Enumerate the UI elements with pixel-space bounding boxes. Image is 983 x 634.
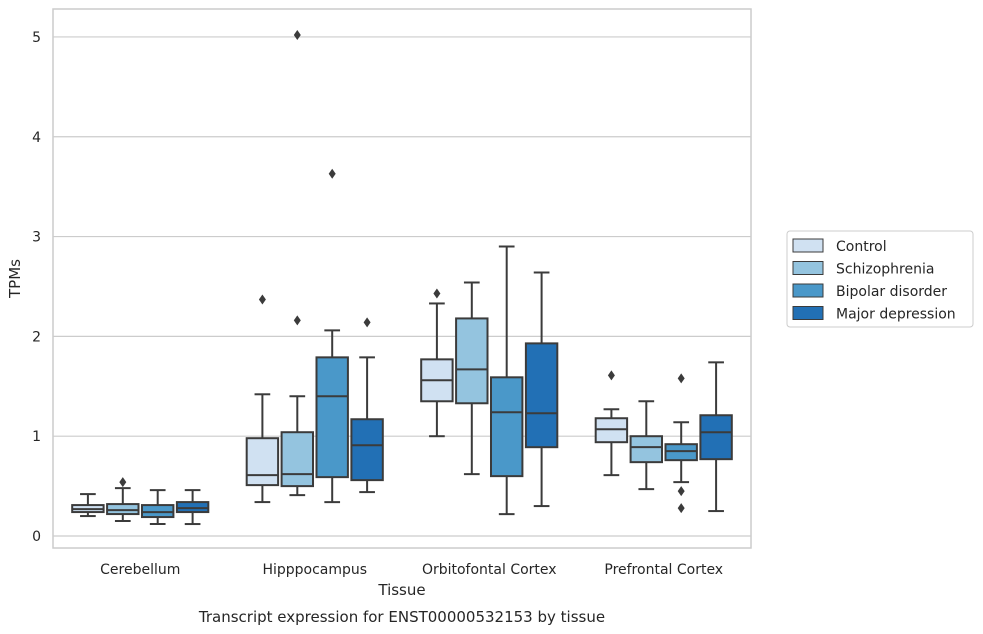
legend-swatch bbox=[792, 283, 824, 298]
box bbox=[280, 29, 315, 497]
y-tick-label: 4 bbox=[32, 130, 41, 146]
gridlines bbox=[53, 36, 751, 537]
outlier-point bbox=[677, 486, 685, 497]
x-tick-label: Hipppocampus bbox=[262, 562, 367, 578]
y-tick-label: 3 bbox=[32, 230, 41, 246]
y-axis-ticks: 0 1 2 3 4 5 bbox=[32, 30, 41, 545]
legend-swatch bbox=[792, 261, 824, 275]
outlier-point bbox=[293, 29, 301, 40]
box bbox=[315, 168, 349, 504]
x-tick-label: Cerebellum bbox=[100, 562, 180, 578]
box-body bbox=[699, 414, 733, 461]
outlier-point bbox=[607, 370, 615, 381]
y-axis-label: TPMs bbox=[6, 259, 24, 299]
outlier-point bbox=[119, 477, 127, 488]
legend-swatch bbox=[792, 306, 824, 320]
box bbox=[175, 489, 210, 526]
outlier-point bbox=[328, 168, 336, 179]
box bbox=[629, 400, 664, 491]
outlier-point bbox=[293, 315, 301, 326]
x-tick-label: Prefrontal Cortex bbox=[604, 562, 723, 578]
legend-label: Major depression bbox=[836, 307, 956, 323]
box bbox=[71, 493, 105, 518]
box bbox=[245, 294, 280, 504]
y-tick-label: 2 bbox=[32, 329, 41, 345]
chart-caption: Transcript expression for ENST0000053215… bbox=[198, 608, 605, 626]
box-body bbox=[280, 431, 315, 488]
x-axis-ticks: Cerebellum Hipppocampus Orbitofontal Corte… bbox=[100, 562, 723, 578]
box bbox=[594, 370, 629, 477]
outlier-point bbox=[677, 373, 685, 384]
legend-box bbox=[786, 230, 974, 328]
x-axis-label: Tissue bbox=[377, 581, 425, 599]
box-body bbox=[524, 342, 559, 449]
legend-label: Bipolar disorder bbox=[836, 284, 947, 300]
outlier-point bbox=[677, 503, 685, 514]
outlier-point bbox=[433, 288, 441, 299]
box bbox=[420, 288, 454, 438]
box-series bbox=[71, 29, 733, 526]
box bbox=[350, 317, 384, 494]
legend-label: Schizophrenia bbox=[836, 262, 934, 278]
box bbox=[699, 361, 733, 513]
plot-frame bbox=[52, 8, 752, 549]
box bbox=[106, 477, 140, 523]
box bbox=[524, 271, 559, 508]
box-body bbox=[455, 317, 489, 405]
y-tick-label: 0 bbox=[32, 529, 41, 545]
outlier-point bbox=[363, 317, 371, 328]
box-body bbox=[350, 418, 384, 482]
legend-label: Control bbox=[836, 239, 887, 255]
box-body bbox=[245, 437, 280, 487]
x-tick-label: Orbitofontal Cortex bbox=[422, 562, 557, 578]
box-body bbox=[629, 435, 664, 464]
box bbox=[455, 281, 489, 476]
legend: Control Schizophrenia Bipolar disorder Majo… bbox=[786, 230, 974, 328]
outlier-point bbox=[258, 294, 266, 305]
legend-swatch bbox=[792, 238, 824, 253]
y-tick-label: 1 bbox=[32, 429, 41, 445]
box-body bbox=[489, 376, 524, 478]
box bbox=[489, 245, 524, 516]
y-tick-label: 5 bbox=[32, 30, 41, 46]
box bbox=[140, 489, 175, 526]
box bbox=[664, 373, 698, 514]
box-body bbox=[315, 356, 349, 479]
